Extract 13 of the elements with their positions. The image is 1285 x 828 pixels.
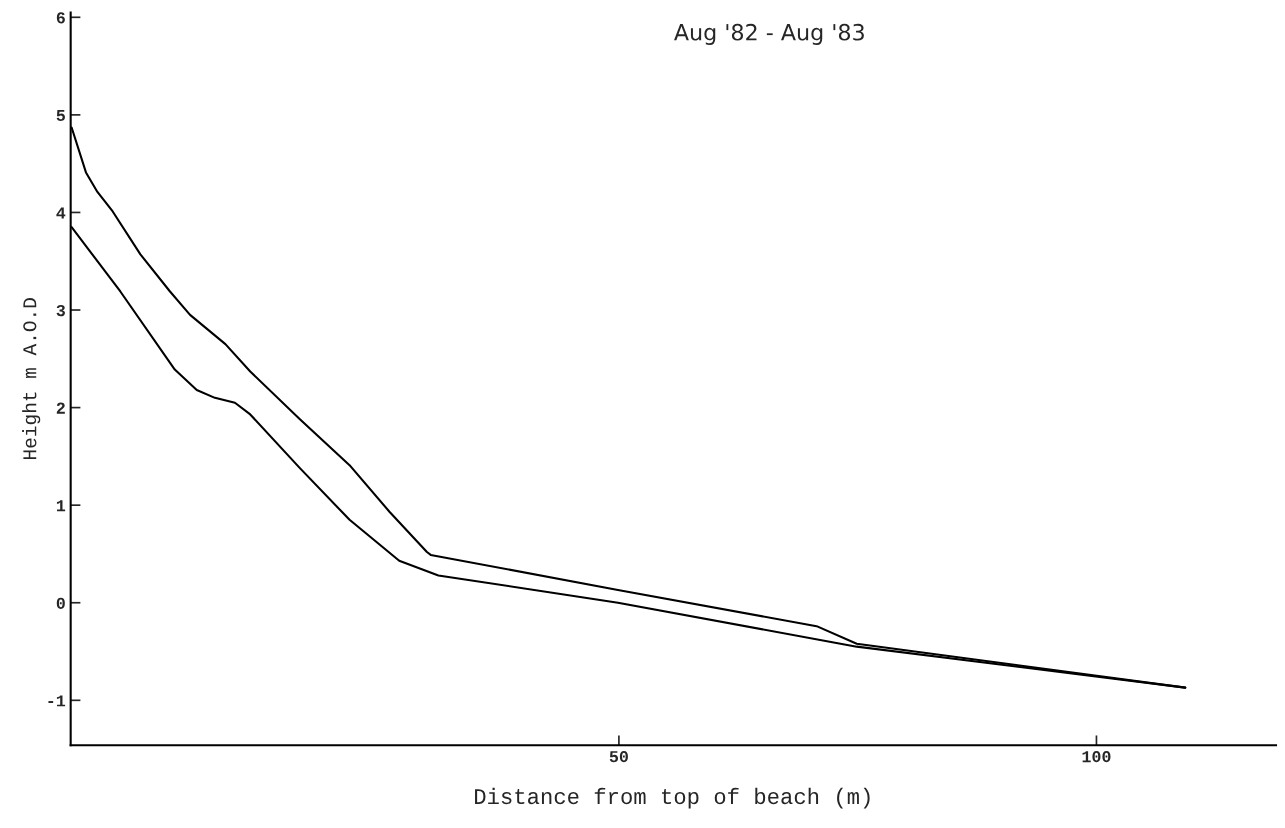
chart-title: Aug '82 - Aug '83 — [674, 23, 864, 45]
y-tick-label: -1 — [48, 695, 66, 707]
y-tick-label: 6 — [56, 12, 65, 24]
y-tick-label: 0 — [56, 597, 65, 609]
y-tick-label: 1 — [56, 500, 66, 512]
y-tick-label: 3 — [56, 304, 65, 317]
y-tick-label: 5 — [56, 109, 65, 122]
x-tick-label: 100 — [1082, 750, 1111, 763]
y-tick-label: 4 — [56, 207, 66, 219]
y-axis-title: Height m A.O.D — [22, 298, 41, 459]
x-tick-label: 50 — [609, 750, 628, 763]
x-axis-title: Distance from top of beach (m) — [475, 787, 870, 809]
y-tick-label: 2 — [56, 402, 65, 414]
